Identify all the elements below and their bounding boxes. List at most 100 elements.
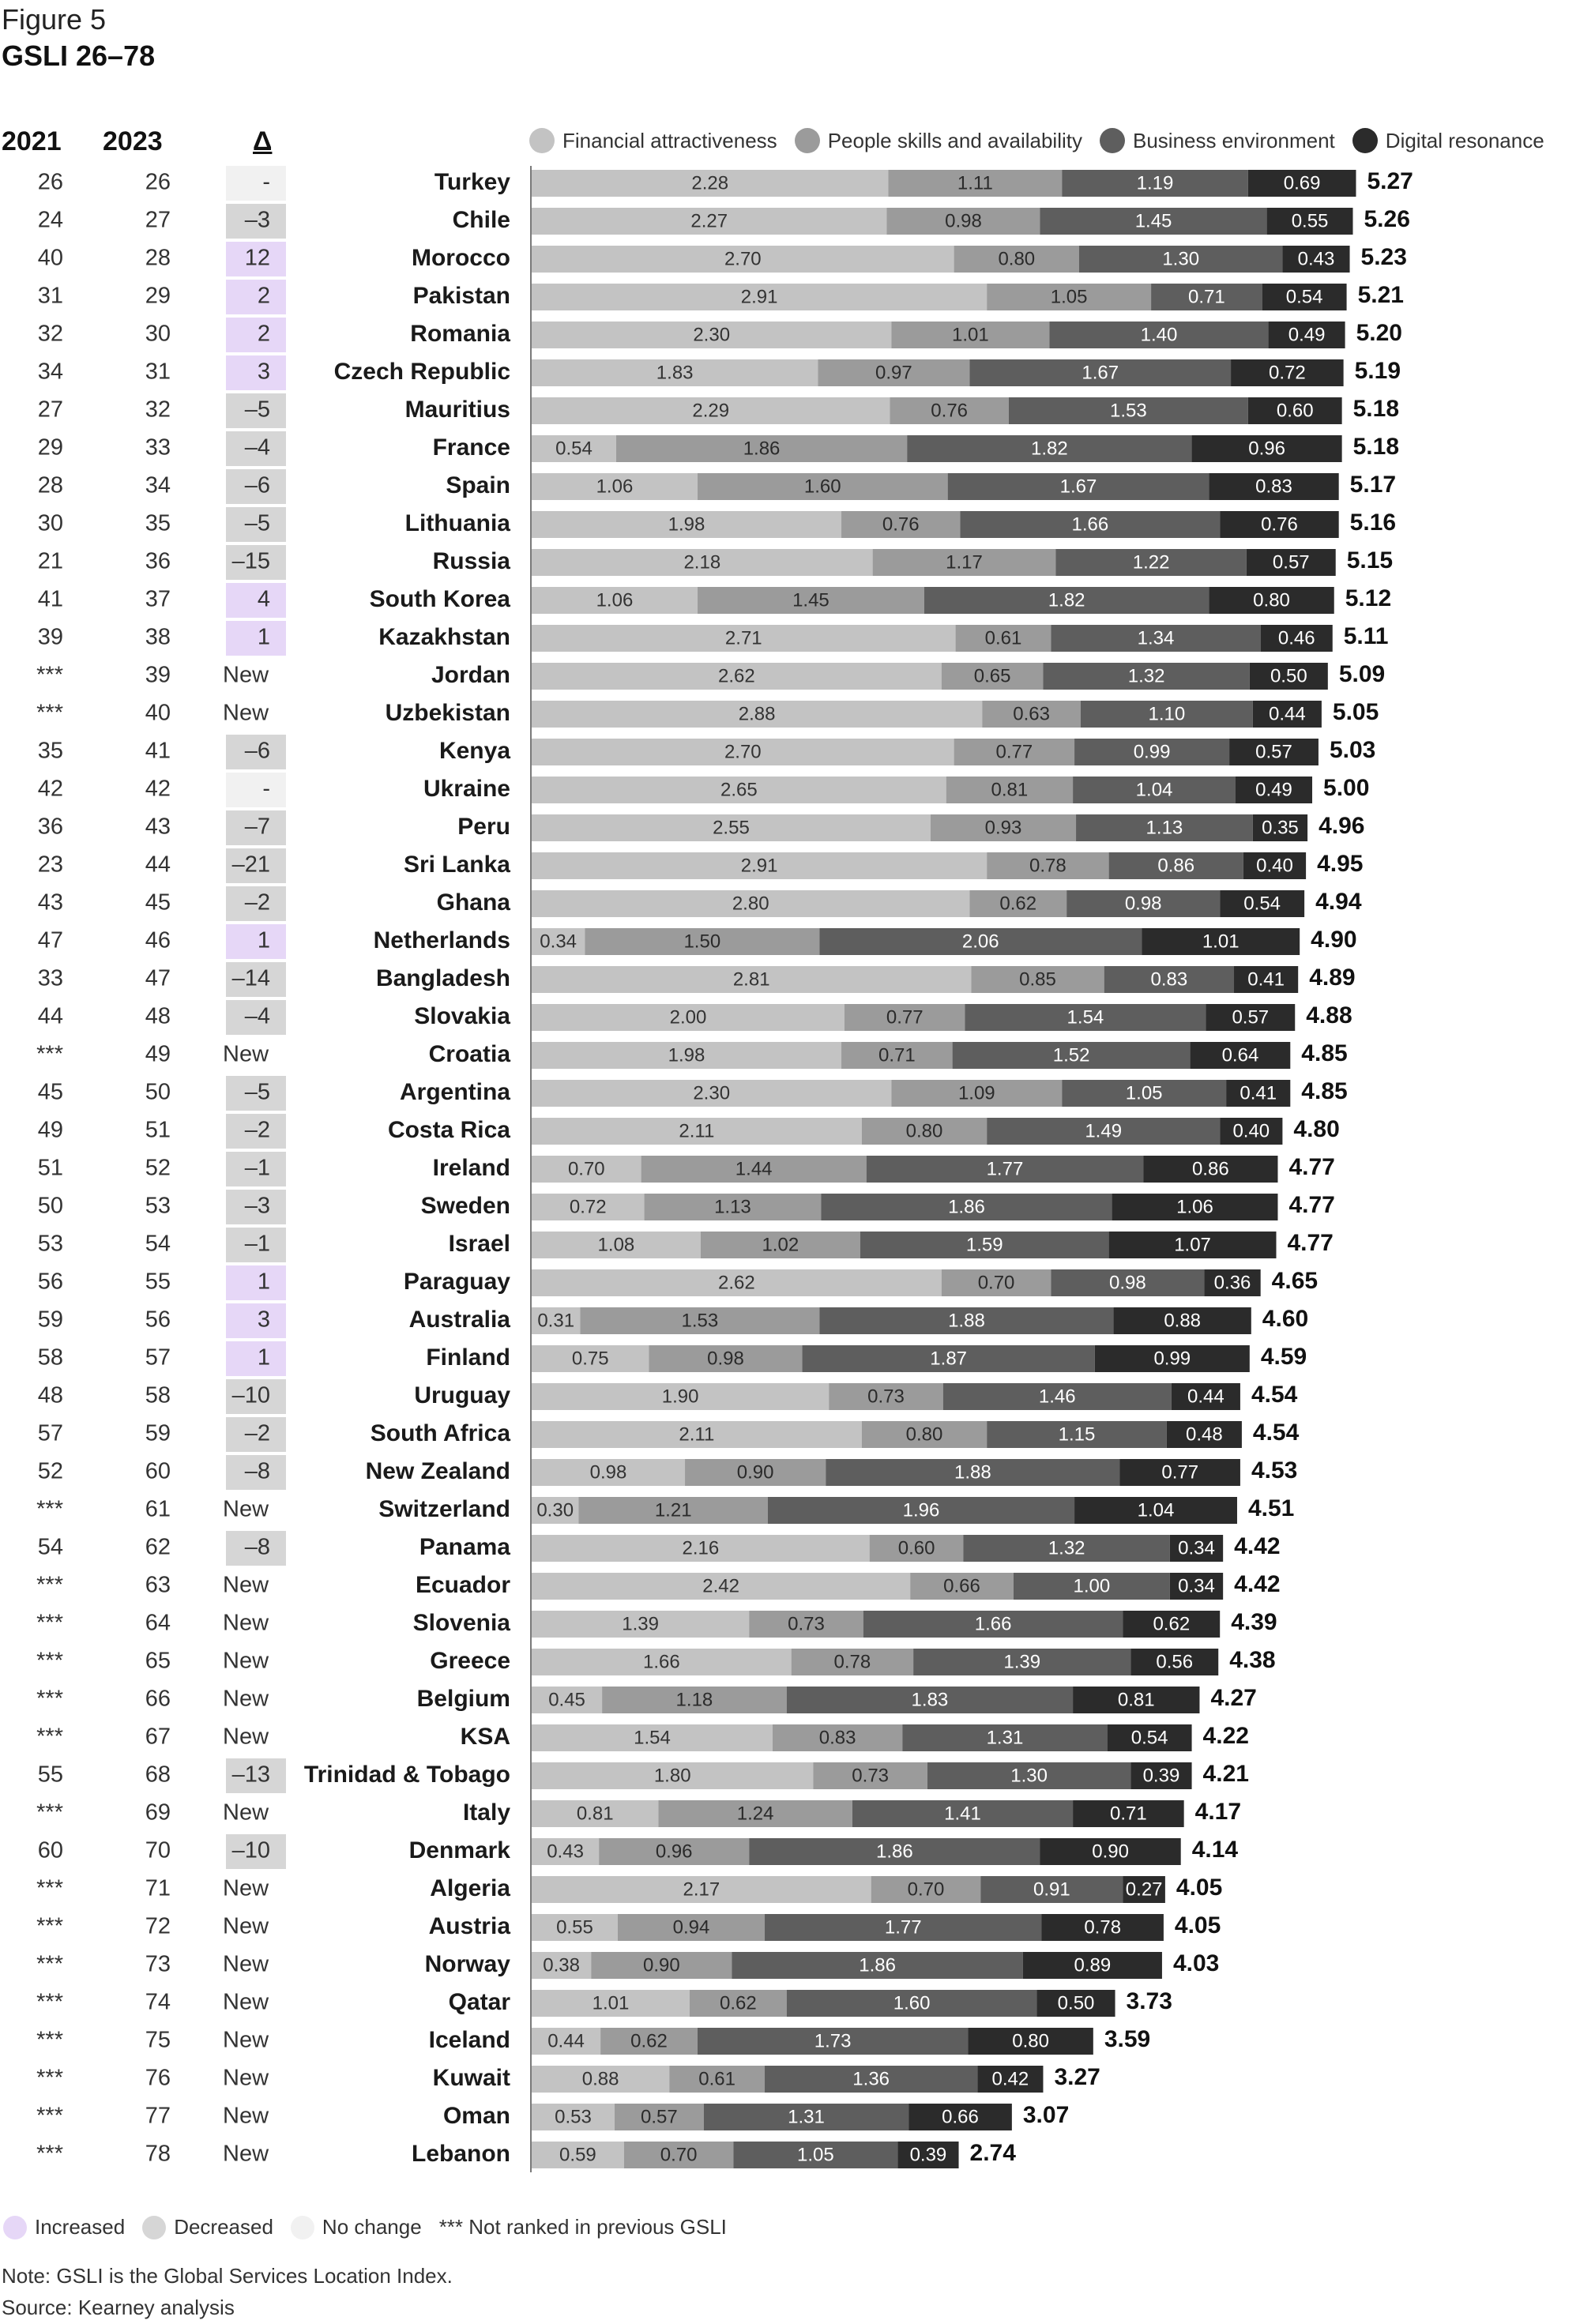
delta-cell-nochange — [226, 166, 286, 201]
segment-value-label: 0.78 — [1029, 855, 1066, 876]
segment-value-label: 0.80 — [906, 1423, 943, 1445]
segment-value-label: 1.86 — [876, 1841, 913, 1862]
segment-value-label: 0.46 — [1278, 627, 1315, 649]
delta-cell-decreased — [226, 1758, 286, 1793]
delta-cell-increased — [226, 924, 286, 959]
rank-2023: 61 — [145, 1497, 171, 1522]
country-label: Belgium — [417, 1686, 510, 1712]
segment-value-label: 1.60 — [804, 476, 841, 497]
bar-segment-people — [955, 625, 1051, 652]
bar-segment-people — [930, 814, 1077, 841]
delta-cell-decreased — [226, 1076, 286, 1111]
bar-segment-people — [872, 549, 1056, 576]
bar-segment-financial — [532, 322, 892, 348]
segment-value-label: 0.81 — [1118, 1689, 1155, 1710]
segment-value-label: 2.17 — [683, 1878, 720, 1900]
segment-value-label: 0.70 — [978, 1272, 1015, 1293]
delta-value: 3 — [258, 1307, 270, 1333]
rank-2023: 48 — [145, 1004, 171, 1029]
country-label: Argentina — [400, 1079, 510, 1105]
bar-segment-digital — [1073, 1687, 1200, 1713]
total-score-label: 5.20 — [1356, 320, 1402, 346]
bar-segment-people — [861, 1421, 988, 1448]
segment-value-label: 0.85 — [1019, 968, 1056, 990]
bar-segment-people — [941, 663, 1044, 690]
bar-segment-digital — [1226, 1080, 1291, 1107]
legend-swatch-business — [1099, 128, 1125, 153]
bar-segment-financial — [532, 1838, 600, 1865]
delta-cell-decreased — [226, 507, 286, 542]
rank-2021: *** — [36, 1649, 63, 1674]
bar-segment-financial — [532, 359, 818, 386]
delta-value: New — [223, 2066, 269, 2091]
delta-value: New — [223, 1724, 269, 1750]
segment-value-label: 1.54 — [1067, 1006, 1104, 1028]
country-label: Oman — [443, 2103, 510, 2129]
delta-value: - — [262, 170, 270, 195]
total-score-label: 4.90 — [1311, 927, 1356, 953]
delta-cell-decreased — [226, 545, 286, 580]
segment-value-label: 0.53 — [555, 2106, 592, 2127]
bar-segment-digital — [908, 2104, 1012, 2130]
delta-cell-increased — [226, 318, 286, 352]
rank-2023: 74 — [145, 1990, 171, 2015]
rank-2023: 50 — [145, 1080, 171, 1105]
segment-value-label: 0.66 — [943, 1575, 980, 1596]
segment-value-label: 0.91 — [1033, 1878, 1070, 1900]
bar-segment-digital — [1234, 966, 1299, 993]
country-label: Morocco — [412, 245, 510, 271]
total-score-label: 4.38 — [1229, 1647, 1275, 1673]
chart-title: GSLI 26–78 — [2, 39, 156, 72]
country-label: Russia — [433, 548, 511, 574]
segment-value-label: 0.54 — [555, 438, 592, 459]
segment-value-label: 1.13 — [714, 1196, 751, 1217]
bar-segment-financial — [532, 663, 942, 690]
bar-segment-people — [700, 1232, 860, 1258]
segment-value-label: 2.88 — [739, 703, 776, 724]
rank-2023: 37 — [145, 587, 171, 612]
rank-2021: 53 — [38, 1232, 63, 1257]
bar-segment-business — [987, 1421, 1167, 1448]
rank-2021: 32 — [38, 322, 63, 347]
rank-2021: 28 — [38, 473, 63, 498]
delta-value: –4 — [245, 1004, 270, 1029]
country-label: Finland — [426, 1344, 510, 1371]
bar-segment-business — [1062, 1080, 1227, 1107]
bar-segment-financial — [532, 246, 954, 273]
bar-segment-people — [772, 1724, 903, 1751]
segment-value-label: 1.82 — [1048, 589, 1085, 611]
delta-cell-decreased — [226, 1531, 286, 1566]
segment-value-label: 1.45 — [792, 589, 830, 611]
total-score-label: 4.14 — [1192, 1837, 1239, 1863]
total-score-label: 4.65 — [1272, 1268, 1318, 1294]
bar-segment-digital — [1231, 359, 1344, 386]
delta-value: New — [223, 663, 269, 688]
delta-value: –8 — [245, 1459, 270, 1484]
bar-segment-people — [971, 966, 1104, 993]
segment-value-label: 0.57 — [641, 2106, 678, 2127]
segment-value-label: 1.24 — [737, 1803, 774, 1824]
rank-2023: 56 — [145, 1307, 171, 1333]
bar-segment-business — [1108, 852, 1243, 879]
total-score-label: 4.77 — [1287, 1230, 1333, 1256]
segment-value-label: 0.64 — [1222, 1044, 1259, 1066]
segment-value-label: 1.59 — [966, 1234, 1003, 1255]
segment-value-label: 0.56 — [1156, 1651, 1193, 1672]
bar-segment-people — [617, 1914, 766, 1941]
rank-2023: 73 — [145, 1952, 171, 1977]
delta-cell-increased — [226, 1341, 286, 1376]
bar-segment-financial — [532, 1573, 911, 1600]
bar-segment-digital — [1107, 1724, 1192, 1751]
delta-cell-increased — [226, 583, 286, 618]
legend-label-people: People skills and availability — [827, 128, 1082, 152]
bar-segment-business — [963, 1535, 1170, 1562]
rank-2021: 29 — [38, 435, 63, 461]
bar-segment-digital — [1130, 1649, 1219, 1675]
total-score-label: 4.59 — [1261, 1344, 1307, 1370]
bar-segment-financial — [532, 1118, 862, 1145]
rank-2023: 76 — [145, 2066, 171, 2091]
bar-segment-digital — [1209, 587, 1334, 614]
delta-swatch-nochange — [290, 2215, 314, 2239]
delta-label-increased: Increased — [35, 2215, 126, 2239]
total-score-label: 4.54 — [1251, 1382, 1298, 1408]
